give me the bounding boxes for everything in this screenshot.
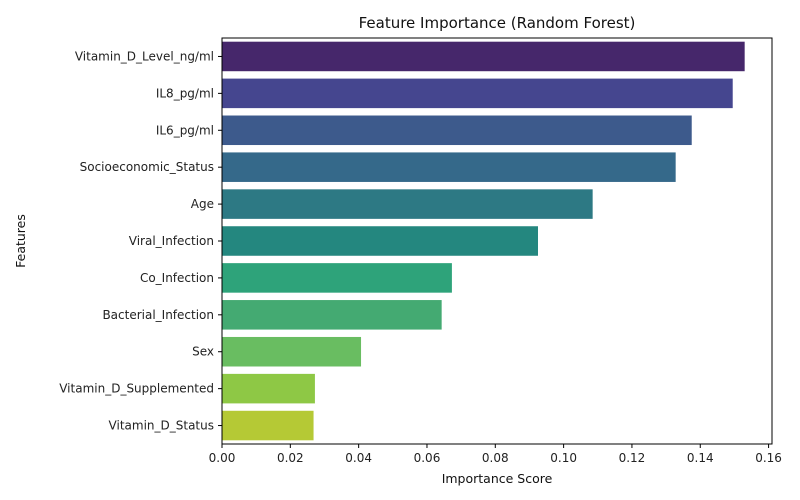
x-tick-label: 0.04 <box>345 451 372 465</box>
y-tick-label: Age <box>191 197 214 211</box>
y-tick-label: Sex <box>192 345 214 359</box>
x-tick-label: 0.00 <box>209 451 236 465</box>
x-tick-label: 0.06 <box>414 451 441 465</box>
chart-title: Feature Importance (Random Forest) <box>359 14 636 32</box>
y-tick-label: Vitamin_D_Level_ng/ml <box>75 49 214 63</box>
y-tick-label: Viral_Infection <box>129 234 214 248</box>
bar-co-infection <box>222 263 452 293</box>
x-axis-ticks: 0.00 0.02 0.04 0.06 0.08 0.10 0.12 0.14 0.16 <box>209 444 782 465</box>
x-tick-label: 0.10 <box>550 451 577 465</box>
y-tick-label: Bacterial_Infection <box>102 308 214 322</box>
bar-il8-pg-ml <box>222 78 733 109</box>
bars-group <box>222 41 745 441</box>
y-tick-label: Vitamin_D_Status <box>109 419 214 433</box>
x-tick-label: 0.12 <box>619 451 646 465</box>
y-tick-label: IL8_pg/ml <box>156 86 214 100</box>
bar-viral-infection <box>222 226 538 256</box>
y-axis-ticks: Vitamin_D_Level_ng/ml IL8_pg/ml IL6_pg/ml S… <box>59 49 222 433</box>
y-axis-label: Features <box>13 214 28 268</box>
x-axis-label: Importance Score <box>442 471 553 486</box>
x-tick-label: 0.14 <box>687 451 714 465</box>
bar-bacterial-infection <box>222 300 442 330</box>
bar-il6-pg-ml <box>222 115 692 146</box>
bar-sex <box>222 336 362 367</box>
bar-socioeconomic-status <box>222 152 676 182</box>
bar-vitamin-d-level-ng-ml <box>222 41 745 72</box>
bar-age <box>222 189 593 219</box>
y-tick-label: IL6_pg/ml <box>156 123 214 137</box>
bar-vitamin-d-supplemented <box>222 373 315 404</box>
x-tick-label: 0.16 <box>755 451 782 465</box>
y-tick-label: Vitamin_D_Supplemented <box>59 382 214 396</box>
y-tick-label: Socioeconomic_Status <box>80 160 214 174</box>
x-tick-label: 0.02 <box>277 451 304 465</box>
x-tick-label: 0.08 <box>482 451 509 465</box>
plot-frame <box>221 37 773 445</box>
y-tick-label: Co_Infection <box>140 271 214 285</box>
bar-vitamin-d-status <box>222 410 314 441</box>
